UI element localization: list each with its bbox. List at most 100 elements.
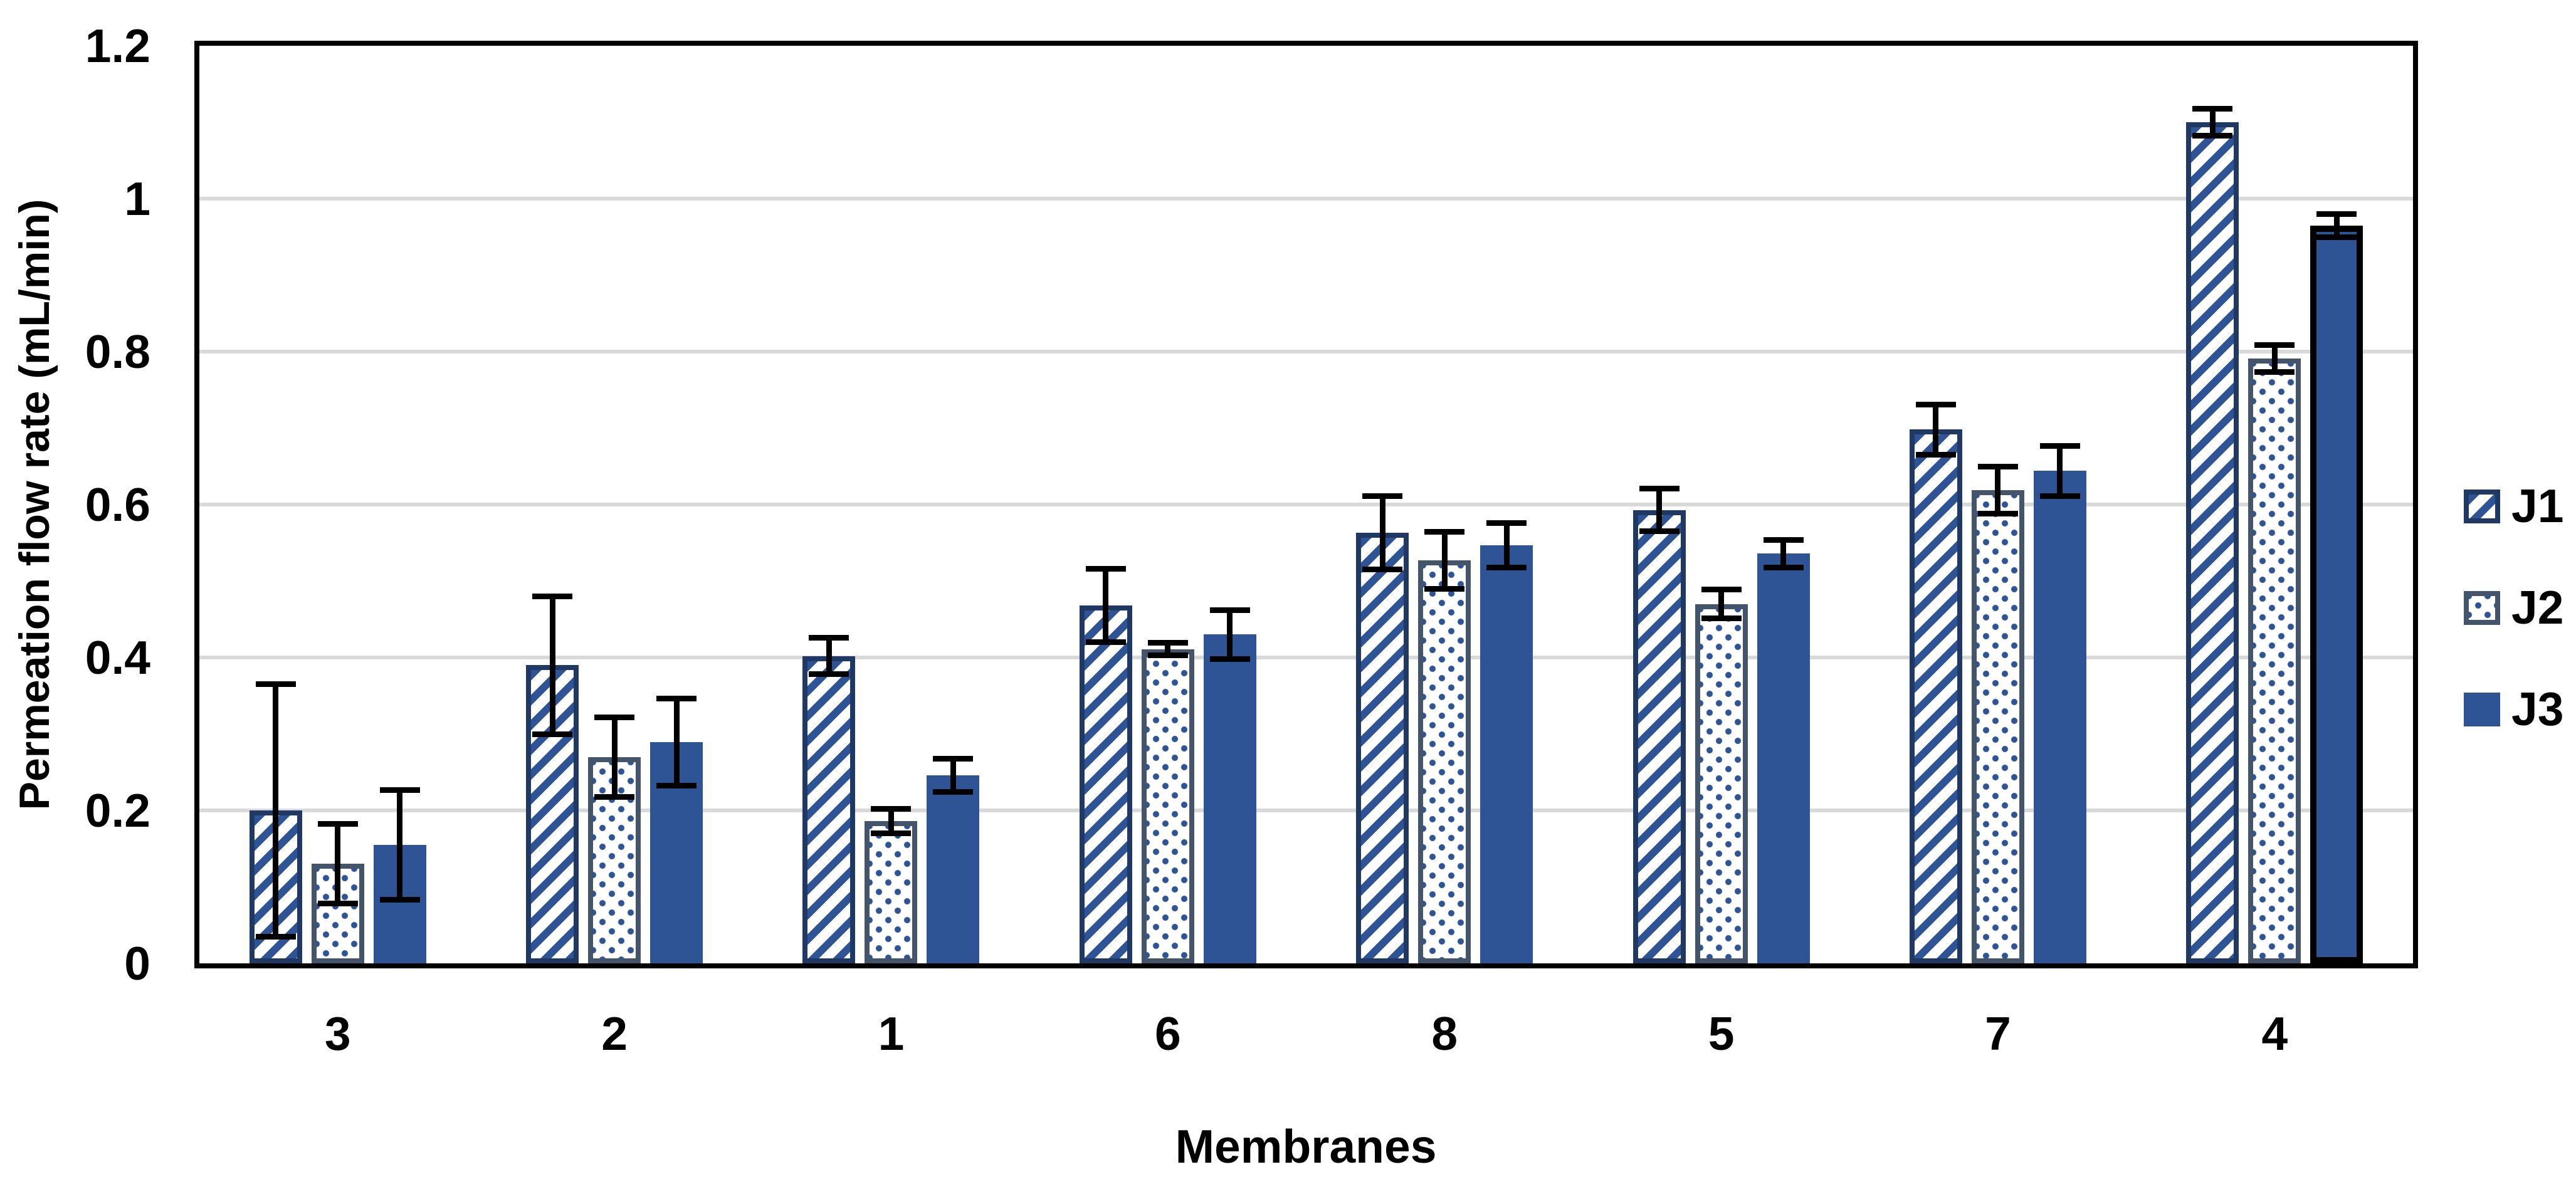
error-cap-bottom-J1-cat-6 xyxy=(1085,639,1126,646)
error-cap-top-J2-cat-3 xyxy=(317,821,358,827)
error-bar-J3-cat-8 xyxy=(1503,523,1510,568)
y-tick-label: 0.2 xyxy=(85,784,150,837)
plot-area xyxy=(194,41,2418,968)
error-bar-J3-cat-2 xyxy=(673,698,680,786)
x-tick-label-2: 2 xyxy=(601,1007,628,1060)
bar-J2-cat-4 xyxy=(2248,358,2301,963)
error-cap-top-J2-cat-5 xyxy=(1701,586,1742,592)
error-bar-J2-cat-5 xyxy=(1718,589,1725,619)
x-tick-label-1: 1 xyxy=(878,1007,905,1060)
error-bar-J3-cat-7 xyxy=(2057,446,2063,496)
error-bar-J1-cat-6 xyxy=(1103,568,1109,642)
legend-entry-J3: J3 xyxy=(2464,686,2563,733)
x-tick-label-6: 6 xyxy=(1154,1007,1181,1060)
error-cap-bottom-J3-cat-3 xyxy=(379,897,420,903)
error-cap-top-J1-cat-1 xyxy=(809,634,849,641)
error-bar-J1-cat-8 xyxy=(1379,496,1385,570)
y-tick-label: 0.6 xyxy=(85,478,150,531)
error-bar-J3-cat-6 xyxy=(1227,610,1233,659)
error-bar-J2-cat-7 xyxy=(1995,466,2001,514)
error-cap-bottom-J1-cat-1 xyxy=(809,671,849,678)
x-tick-label-3: 3 xyxy=(324,1007,351,1060)
error-cap-bottom-J2-cat-6 xyxy=(1147,652,1188,658)
x-tick-label-7: 7 xyxy=(1985,1007,2011,1060)
error-cap-bottom-J1-cat-3 xyxy=(255,933,296,940)
bar-J3-cat-1 xyxy=(927,775,980,963)
error-cap-bottom-J2-cat-3 xyxy=(317,901,358,907)
bar-J3-cat-4 xyxy=(2310,225,2363,963)
error-cap-bottom-J2-cat-7 xyxy=(1977,511,2018,517)
bar-J3-cat-7 xyxy=(2033,471,2086,963)
error-bar-J2-cat-4 xyxy=(2271,345,2278,372)
bar-J1-cat-1 xyxy=(802,656,856,963)
error-cap-top-J3-cat-1 xyxy=(933,755,974,762)
error-cap-bottom-J3-cat-2 xyxy=(656,783,697,789)
error-bar-J2-cat-8 xyxy=(1441,532,1448,589)
error-bar-J3-cat-1 xyxy=(950,758,956,792)
error-cap-bottom-J1-cat-5 xyxy=(1639,528,1680,535)
bar-J2-cat-1 xyxy=(865,821,918,963)
error-bar-J1-cat-1 xyxy=(826,637,832,674)
error-cap-top-J2-cat-8 xyxy=(1424,529,1465,535)
error-cap-bottom-J2-cat-2 xyxy=(594,794,635,800)
error-cap-bottom-J3-cat-4 xyxy=(2316,234,2357,240)
gridline-0.8 xyxy=(199,350,2413,354)
error-cap-top-J1-cat-4 xyxy=(2192,105,2233,112)
error-cap-bottom-J1-cat-7 xyxy=(1915,452,1956,458)
error-cap-top-J3-cat-4 xyxy=(2316,211,2357,217)
error-cap-top-J1-cat-2 xyxy=(532,593,573,599)
gridline-0.4 xyxy=(199,656,2413,659)
error-bar-J1-cat-4 xyxy=(2209,108,2216,136)
error-cap-top-J2-cat-4 xyxy=(2254,342,2295,348)
bar-J2-cat-6 xyxy=(1141,649,1194,963)
error-cap-top-J3-cat-3 xyxy=(379,787,420,793)
legend-label-J3: J3 xyxy=(2511,683,2564,735)
error-cap-bottom-J3-cat-6 xyxy=(1209,656,1250,662)
legend-entry-J1: J1 xyxy=(2464,483,2563,530)
error-bar-J1-cat-7 xyxy=(1933,404,1939,455)
error-cap-bottom-J3-cat-8 xyxy=(1486,564,1527,570)
error-bar-J2-cat-1 xyxy=(888,809,894,834)
error-cap-top-J3-cat-6 xyxy=(1209,607,1250,613)
error-cap-top-J2-cat-6 xyxy=(1147,640,1188,646)
y-tick-label: 0.4 xyxy=(85,631,150,684)
legend-swatch-J1 xyxy=(2464,489,2500,523)
error-cap-bottom-J3-cat-1 xyxy=(933,789,974,795)
error-bar-J3-cat-3 xyxy=(397,790,403,900)
bar-J2-cat-7 xyxy=(1971,490,2024,963)
bar-J1-cat-5 xyxy=(1632,510,1686,963)
error-cap-bottom-J1-cat-8 xyxy=(1362,567,1403,573)
error-bar-J2-cat-2 xyxy=(611,717,618,797)
error-bar-J3-cat-5 xyxy=(1780,540,1787,568)
bar-J3-cat-8 xyxy=(1480,545,1533,963)
bar-J1-cat-8 xyxy=(1356,533,1409,963)
bar-J2-cat-8 xyxy=(1418,560,1471,963)
error-cap-bottom-J2-cat-8 xyxy=(1424,585,1465,592)
x-axis-title: Membranes xyxy=(1175,1120,1437,1173)
legend-entry-J2: J2 xyxy=(2464,584,2563,631)
bar-J1-cat-6 xyxy=(1079,605,1132,963)
error-cap-top-J3-cat-8 xyxy=(1486,520,1527,526)
bar-J2-cat-5 xyxy=(1695,604,1748,963)
error-bar-J1-cat-2 xyxy=(549,596,555,734)
error-cap-top-J1-cat-6 xyxy=(1085,565,1126,572)
error-cap-top-J1-cat-8 xyxy=(1362,493,1403,500)
legend-label-J2: J2 xyxy=(2511,581,2564,634)
x-tick-label-4: 4 xyxy=(2261,1007,2288,1060)
error-bar-J1-cat-3 xyxy=(273,684,279,937)
error-cap-bottom-J1-cat-2 xyxy=(532,731,573,737)
error-cap-top-J1-cat-5 xyxy=(1639,485,1680,491)
gridline-0.6 xyxy=(199,503,2413,506)
y-tick-label: 1 xyxy=(124,172,150,225)
error-cap-bottom-J2-cat-5 xyxy=(1701,615,1742,622)
error-cap-bottom-J2-cat-1 xyxy=(871,830,912,837)
gridline-0.2 xyxy=(199,809,2413,812)
y-tick-label: 0.8 xyxy=(85,325,150,378)
error-cap-top-J1-cat-3 xyxy=(255,681,296,688)
legend-swatch-J3 xyxy=(2464,692,2500,726)
error-cap-top-J3-cat-5 xyxy=(1763,537,1804,543)
error-cap-top-J2-cat-2 xyxy=(594,714,635,720)
error-cap-bottom-J1-cat-4 xyxy=(2192,133,2233,139)
error-cap-bottom-J3-cat-7 xyxy=(2039,493,2080,500)
y-tick-label: 0 xyxy=(124,937,150,990)
